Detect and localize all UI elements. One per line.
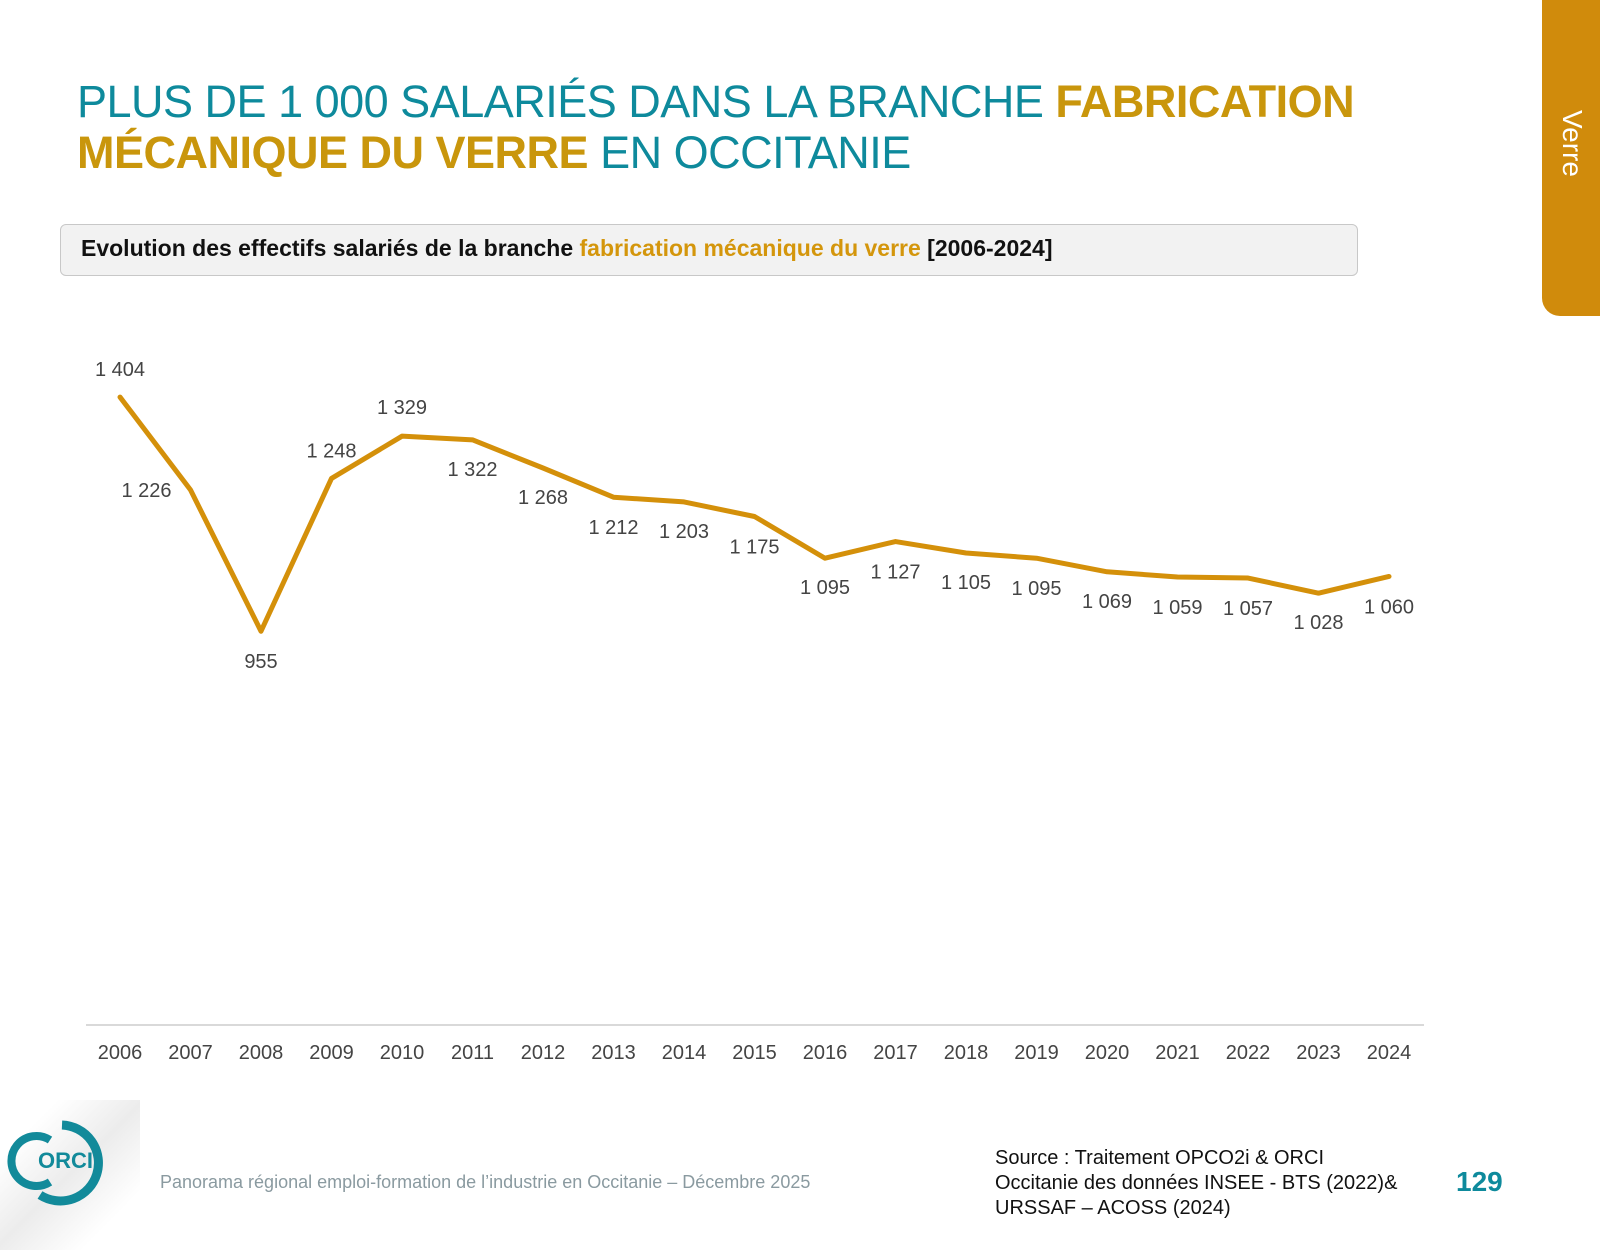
x-tick-label: 2018	[944, 1042, 989, 1064]
source-line: Occitanie des données INSEE - BTS (2022)…	[995, 1172, 1398, 1194]
x-tick-label: 2019	[1014, 1042, 1059, 1064]
data-label: 1 404	[95, 359, 145, 381]
logo-text: ORCI	[38, 1148, 93, 1173]
title-highlight: FABRICATION MÉCANIQUE DU VERRE	[77, 76, 1355, 178]
title-part1: PLUS DE 1 000 SALARIÉS DANS LA BRANCHE	[77, 76, 1056, 127]
x-tick-label: 2008	[239, 1042, 284, 1064]
x-tick-label: 2023	[1296, 1042, 1341, 1064]
data-label: 1 248	[306, 440, 356, 462]
data-label: 1 057	[1223, 598, 1273, 620]
data-label: 1 028	[1293, 612, 1343, 634]
page-title: PLUS DE 1 000 SALARIÉS DANS LA BRANCHE F…	[77, 76, 1377, 178]
subtitle-highlight: fabrication mécanique du verre	[579, 235, 921, 261]
source-line: Source : Traitement OPCO2i & ORCI	[995, 1147, 1324, 1169]
data-label: 1 203	[659, 521, 709, 543]
title-part2: EN OCCITANIE	[588, 127, 911, 178]
chart-subtitle: Evolution des effectifs salariés de la b…	[60, 224, 1358, 276]
x-tick-label: 2020	[1085, 1042, 1130, 1064]
x-tick-label: 2007	[168, 1042, 213, 1064]
x-tick-label: 2021	[1155, 1042, 1200, 1064]
x-tick-label: 2012	[521, 1042, 566, 1064]
x-tick-label: 2015	[732, 1042, 777, 1064]
data-label: 1 069	[1082, 591, 1132, 613]
data-label: 1 105	[941, 572, 991, 594]
x-tick-label: 2022	[1226, 1042, 1271, 1064]
orci-logo: ORCI	[0, 1100, 140, 1250]
source-note: Source : Traitement OPCO2i & ORCI Occita…	[995, 1146, 1435, 1221]
data-label: 1 059	[1152, 597, 1202, 619]
data-label: 1 175	[729, 537, 779, 559]
data-label: 1 322	[447, 459, 497, 481]
page-number: 129	[1456, 1166, 1503, 1197]
x-tick-label: 2011	[451, 1042, 494, 1064]
subtitle-part2: [2006-2024]	[920, 235, 1053, 261]
x-tick-label: 2013	[591, 1042, 636, 1064]
x-tick-label: 2010	[380, 1042, 425, 1064]
data-label: 1 095	[1011, 578, 1061, 600]
data-label: 1 095	[800, 577, 850, 599]
data-label: 1 212	[588, 517, 638, 539]
section-tab-label: Verre	[1557, 110, 1588, 177]
data-label: 1 060	[1364, 596, 1414, 618]
data-label: 1 268	[518, 487, 568, 509]
x-tick-label: 2024	[1367, 1042, 1412, 1064]
source-line: URSSAF – ACOSS (2024)	[995, 1197, 1231, 1219]
x-tick-label: 2016	[803, 1042, 848, 1064]
subtitle-part1: Evolution des effectifs salariés de la b…	[81, 235, 580, 261]
x-tick-label: 2009	[309, 1042, 354, 1064]
data-label: 1 127	[870, 562, 920, 584]
data-label: 1 329	[377, 397, 427, 419]
x-tick-label: 2006	[98, 1042, 143, 1064]
data-label: 1 226	[121, 480, 171, 502]
x-tick-label: 2017	[873, 1042, 918, 1064]
data-label: 955	[244, 651, 277, 673]
x-tick-label: 2014	[662, 1042, 707, 1064]
section-tab: Verre	[1542, 0, 1600, 316]
footer-text: Panorama régional emploi-formation de l’…	[160, 1172, 811, 1192]
